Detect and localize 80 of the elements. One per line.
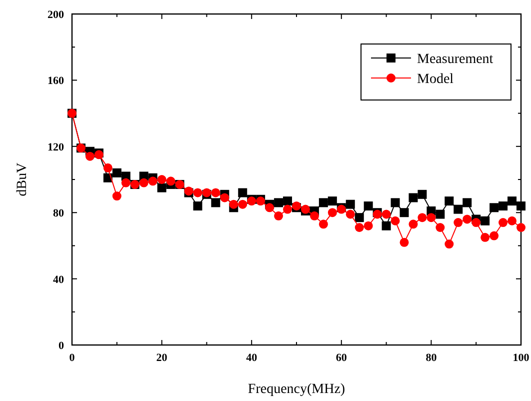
point [283, 196, 292, 206]
y-tick-label: 200 [48, 9, 64, 21]
point [328, 196, 337, 206]
point [139, 178, 148, 188]
x-tick-label: 20 [156, 352, 168, 364]
point [400, 208, 409, 218]
point [238, 200, 248, 209]
point [444, 240, 454, 249]
point [328, 208, 337, 218]
point [318, 198, 328, 208]
x-tick-label: 100 [512, 352, 530, 364]
point [157, 175, 166, 184]
y-tick-label: 0 [58, 340, 64, 352]
point [516, 222, 526, 232]
point [454, 204, 463, 214]
point [157, 183, 166, 192]
point [85, 152, 94, 161]
point [408, 220, 418, 229]
point [364, 201, 373, 210]
point [418, 213, 427, 222]
y-tick-label: 40 [53, 274, 64, 286]
point [211, 198, 220, 208]
point [472, 218, 481, 228]
point [112, 168, 122, 178]
point [390, 216, 400, 226]
point [274, 211, 284, 220]
point [508, 196, 517, 206]
y-axis-title: dBuV [15, 162, 30, 196]
legend-label: Model [417, 72, 454, 87]
point [229, 200, 238, 209]
point [103, 163, 112, 172]
point [220, 193, 230, 202]
point [444, 196, 454, 206]
point [498, 218, 508, 228]
point [498, 201, 508, 210]
y-tick-label: 80 [53, 208, 64, 220]
point [265, 203, 274, 212]
point [508, 216, 517, 226]
point [462, 198, 472, 208]
legend-label: Measurement [417, 52, 494, 67]
point [274, 198, 284, 208]
point [211, 188, 220, 198]
point [480, 232, 490, 242]
point [400, 238, 409, 247]
point [382, 221, 391, 230]
point [193, 188, 202, 198]
point [318, 220, 328, 229]
x-tick-label: 40 [246, 352, 258, 364]
point [354, 213, 364, 222]
point [148, 176, 158, 186]
y-tick-label: 120 [48, 141, 64, 154]
point [354, 222, 364, 232]
point [490, 203, 499, 212]
point [516, 201, 526, 210]
point [426, 213, 436, 222]
x-axis-title: Frequency(MHz) [248, 382, 346, 397]
point [454, 218, 463, 228]
point [310, 211, 319, 220]
point [238, 188, 248, 198]
x-tick-label: 0 [69, 352, 76, 364]
point [418, 190, 427, 199]
point [480, 216, 490, 226]
point [436, 222, 445, 232]
point [364, 221, 373, 230]
point [166, 176, 176, 186]
point [346, 210, 355, 219]
point [121, 178, 130, 188]
y-tick-label: 160 [48, 75, 64, 88]
point [193, 201, 202, 210]
x-tick-label: 60 [336, 352, 348, 364]
point [490, 231, 499, 240]
point [382, 210, 391, 219]
point [436, 210, 445, 219]
point [462, 214, 472, 224]
point [346, 200, 355, 209]
point [112, 192, 122, 201]
x-tick-label: 80 [426, 352, 438, 364]
point [390, 198, 400, 208]
point [283, 204, 292, 214]
point [408, 193, 418, 202]
